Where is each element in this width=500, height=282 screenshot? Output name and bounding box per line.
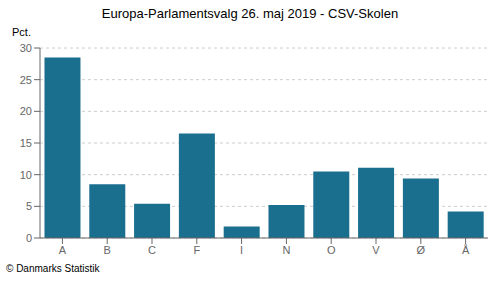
html-text:Europa-Parlamentsvalg 26. maj: Europa-Parlamentsvalg 26. maj 2019 - CSV… — [101, 6, 399, 21]
svg-text:F: F — [193, 244, 200, 256]
svg-text:Ø: Ø — [417, 244, 426, 256]
svg-text:O: O — [327, 244, 336, 256]
svg-text:Å: Å — [462, 244, 470, 256]
svg-text:I: I — [240, 244, 243, 256]
svg-text:B: B — [104, 244, 111, 256]
svg-text:30: 30 — [20, 42, 32, 54]
svg-text:V: V — [372, 244, 380, 256]
html-text:© Danmarks Statistik: © Danmarks Statistik — [6, 263, 100, 274]
svg-text:25: 25 — [20, 74, 32, 86]
svg-text:A: A — [59, 244, 67, 256]
svg-text:5: 5 — [26, 200, 32, 212]
html-text:Pct.: Pct. — [12, 26, 31, 38]
svg-text:20: 20 — [20, 105, 32, 117]
svg-text:0: 0 — [26, 232, 32, 244]
svg-text:C: C — [148, 244, 156, 256]
svg-text:10: 10 — [20, 169, 32, 181]
svg-text:N: N — [282, 244, 290, 256]
svg-text:15: 15 — [20, 137, 32, 149]
